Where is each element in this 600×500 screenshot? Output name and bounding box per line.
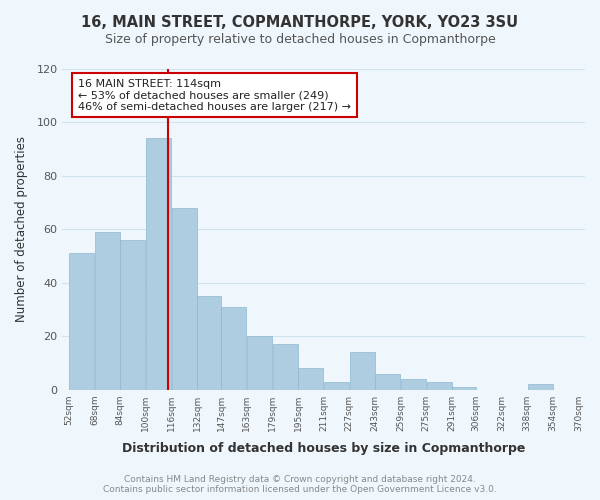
- Bar: [273, 344, 298, 390]
- Bar: [298, 368, 323, 390]
- Bar: [69, 254, 94, 390]
- Bar: [401, 379, 426, 390]
- Bar: [121, 240, 145, 390]
- Bar: [172, 208, 197, 390]
- Bar: [350, 352, 374, 390]
- X-axis label: Distribution of detached houses by size in Copmanthorpe: Distribution of detached houses by size …: [122, 442, 526, 455]
- Bar: [452, 387, 476, 390]
- Text: 16 MAIN STREET: 114sqm
← 53% of detached houses are smaller (249)
46% of semi-de: 16 MAIN STREET: 114sqm ← 53% of detached…: [78, 78, 351, 112]
- Text: Size of property relative to detached houses in Copmanthorpe: Size of property relative to detached ho…: [104, 32, 496, 46]
- Bar: [376, 374, 400, 390]
- Text: Contains HM Land Registry data © Crown copyright and database right 2024.
Contai: Contains HM Land Registry data © Crown c…: [103, 474, 497, 494]
- Bar: [146, 138, 171, 390]
- Text: 16, MAIN STREET, COPMANTHORPE, YORK, YO23 3SU: 16, MAIN STREET, COPMANTHORPE, YORK, YO2…: [82, 15, 518, 30]
- Bar: [427, 382, 452, 390]
- Y-axis label: Number of detached properties: Number of detached properties: [15, 136, 28, 322]
- Bar: [221, 307, 246, 390]
- Bar: [324, 382, 349, 390]
- Bar: [527, 384, 553, 390]
- Bar: [247, 336, 272, 390]
- Bar: [197, 296, 221, 390]
- Bar: [95, 232, 119, 390]
